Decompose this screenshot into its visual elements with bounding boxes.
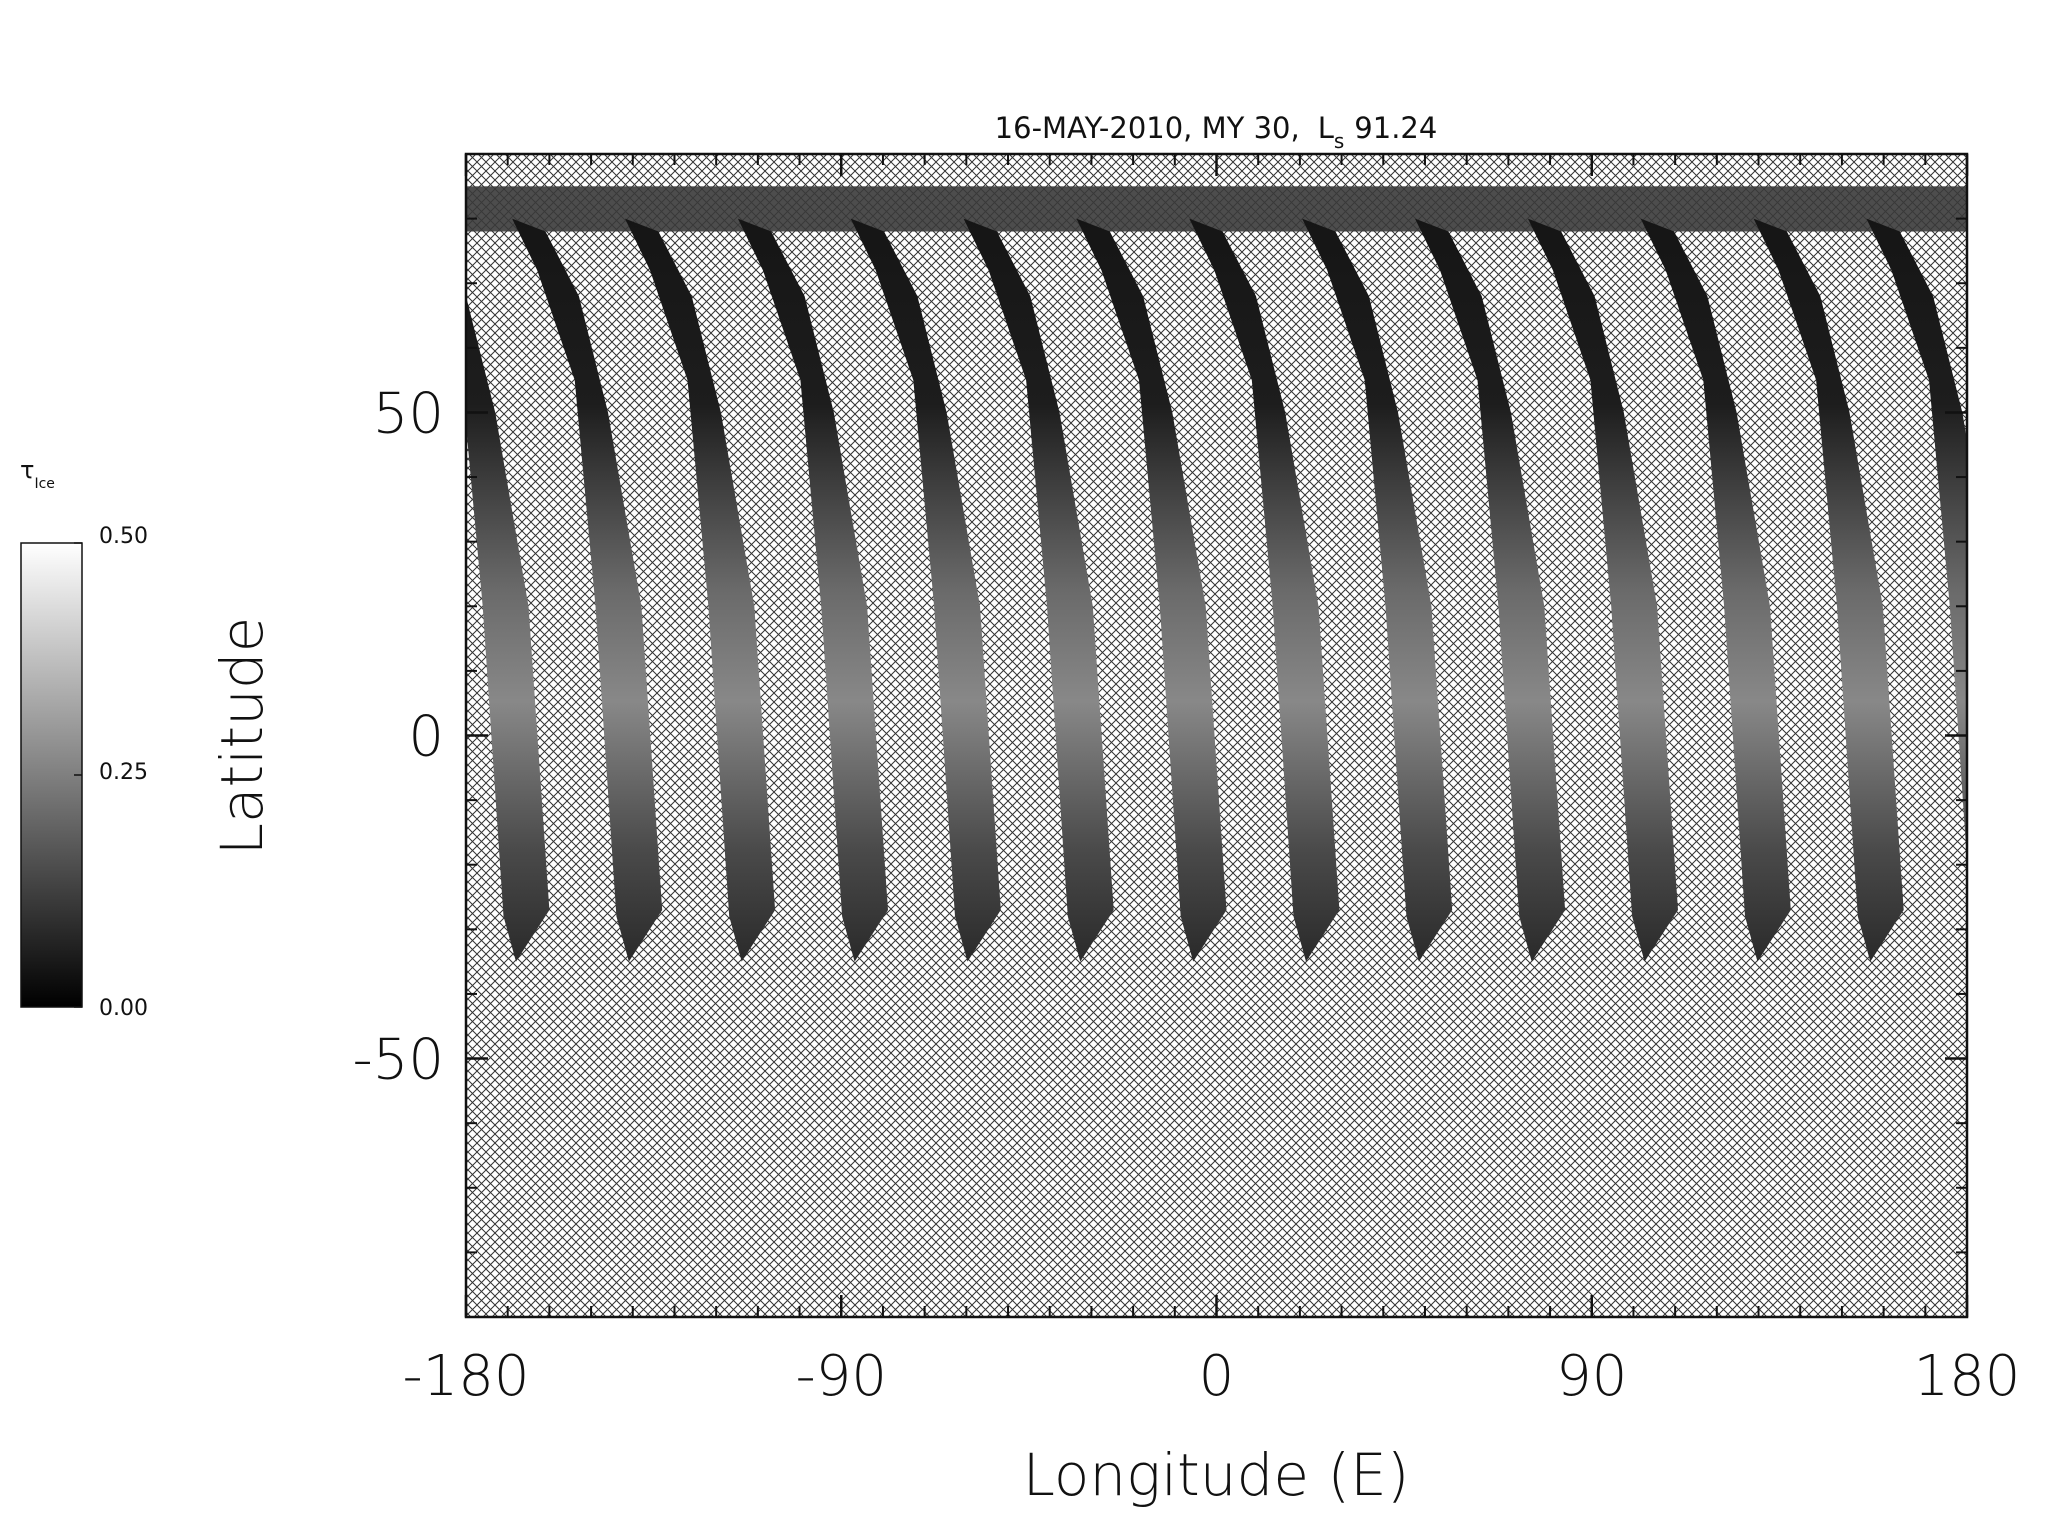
swath <box>850 218 1001 962</box>
colorbar-tau: τ <box>20 456 34 484</box>
title-ls: 91.24 <box>1354 111 1437 145</box>
swath <box>1753 218 1904 962</box>
polar-band <box>466 186 1967 232</box>
y-axis-title: Latitude <box>208 617 276 856</box>
colorbar-tick-label: 0.25 <box>99 760 148 785</box>
swath <box>1640 218 1791 962</box>
x-tick-label: 0 <box>1199 1344 1235 1409</box>
y-tick-label: 50 <box>373 381 444 446</box>
x-tick-label: -90 <box>796 1344 887 1409</box>
swath <box>1979 219 2048 962</box>
swath <box>1415 218 1566 962</box>
swath <box>466 296 550 962</box>
colorbar-sub: Ice <box>34 476 54 492</box>
colorbar-tick-label: 0.50 <box>99 524 148 549</box>
swath <box>286 219 436 962</box>
title-date: 16-MAY-2010, MY 30, <box>995 111 1300 145</box>
x-tick-label: 90 <box>1556 1344 1627 1409</box>
swath <box>963 218 1114 962</box>
swath <box>512 218 663 962</box>
swath <box>625 218 776 962</box>
swath <box>1302 218 1453 962</box>
x-axis-title: Longitude (E) <box>1023 1441 1410 1509</box>
title-l: L <box>1318 111 1334 145</box>
swath <box>1076 218 1227 962</box>
colorbar <box>20 542 83 1008</box>
swath <box>1527 218 1678 962</box>
y-tick-label: -50 <box>353 1028 444 1093</box>
swath <box>1189 218 1340 962</box>
x-tick-label: 180 <box>1914 1344 2021 1409</box>
title-sub: s <box>1334 129 1344 153</box>
swath <box>1866 218 1967 862</box>
swaths <box>286 186 2048 962</box>
x-tick-label: -180 <box>402 1344 529 1409</box>
colorbar-tick-label: 0.00 <box>99 996 148 1021</box>
colorbar-label: τIce <box>20 456 55 492</box>
chart-title: 16-MAY-2010, MY 30, Ls 91.24 <box>995 111 1438 153</box>
y-tick-label: 0 <box>408 705 444 770</box>
swath <box>737 218 888 962</box>
